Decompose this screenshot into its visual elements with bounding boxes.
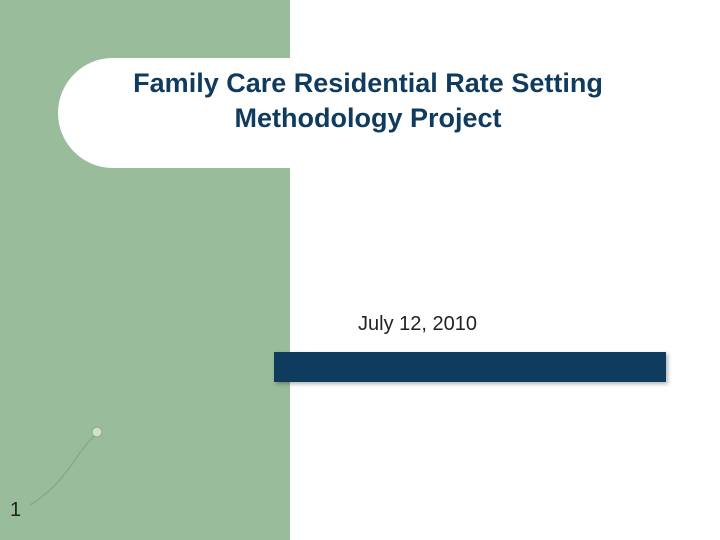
- decorative-swoosh-icon: [25, 420, 115, 510]
- title-line-2: Methodology Project: [234, 103, 501, 133]
- page-number: 1: [10, 499, 21, 522]
- presentation-slide: Family Care Residential Rate Setting Met…: [0, 0, 720, 540]
- title-line-1: Family Care Residential Rate Setting: [133, 68, 603, 98]
- title-container: Family Care Residential Rate Setting Met…: [58, 58, 678, 168]
- slide-date: July 12, 2010: [358, 313, 477, 336]
- slide-title: Family Care Residential Rate Setting Met…: [133, 66, 603, 136]
- accent-bar: [274, 352, 666, 382]
